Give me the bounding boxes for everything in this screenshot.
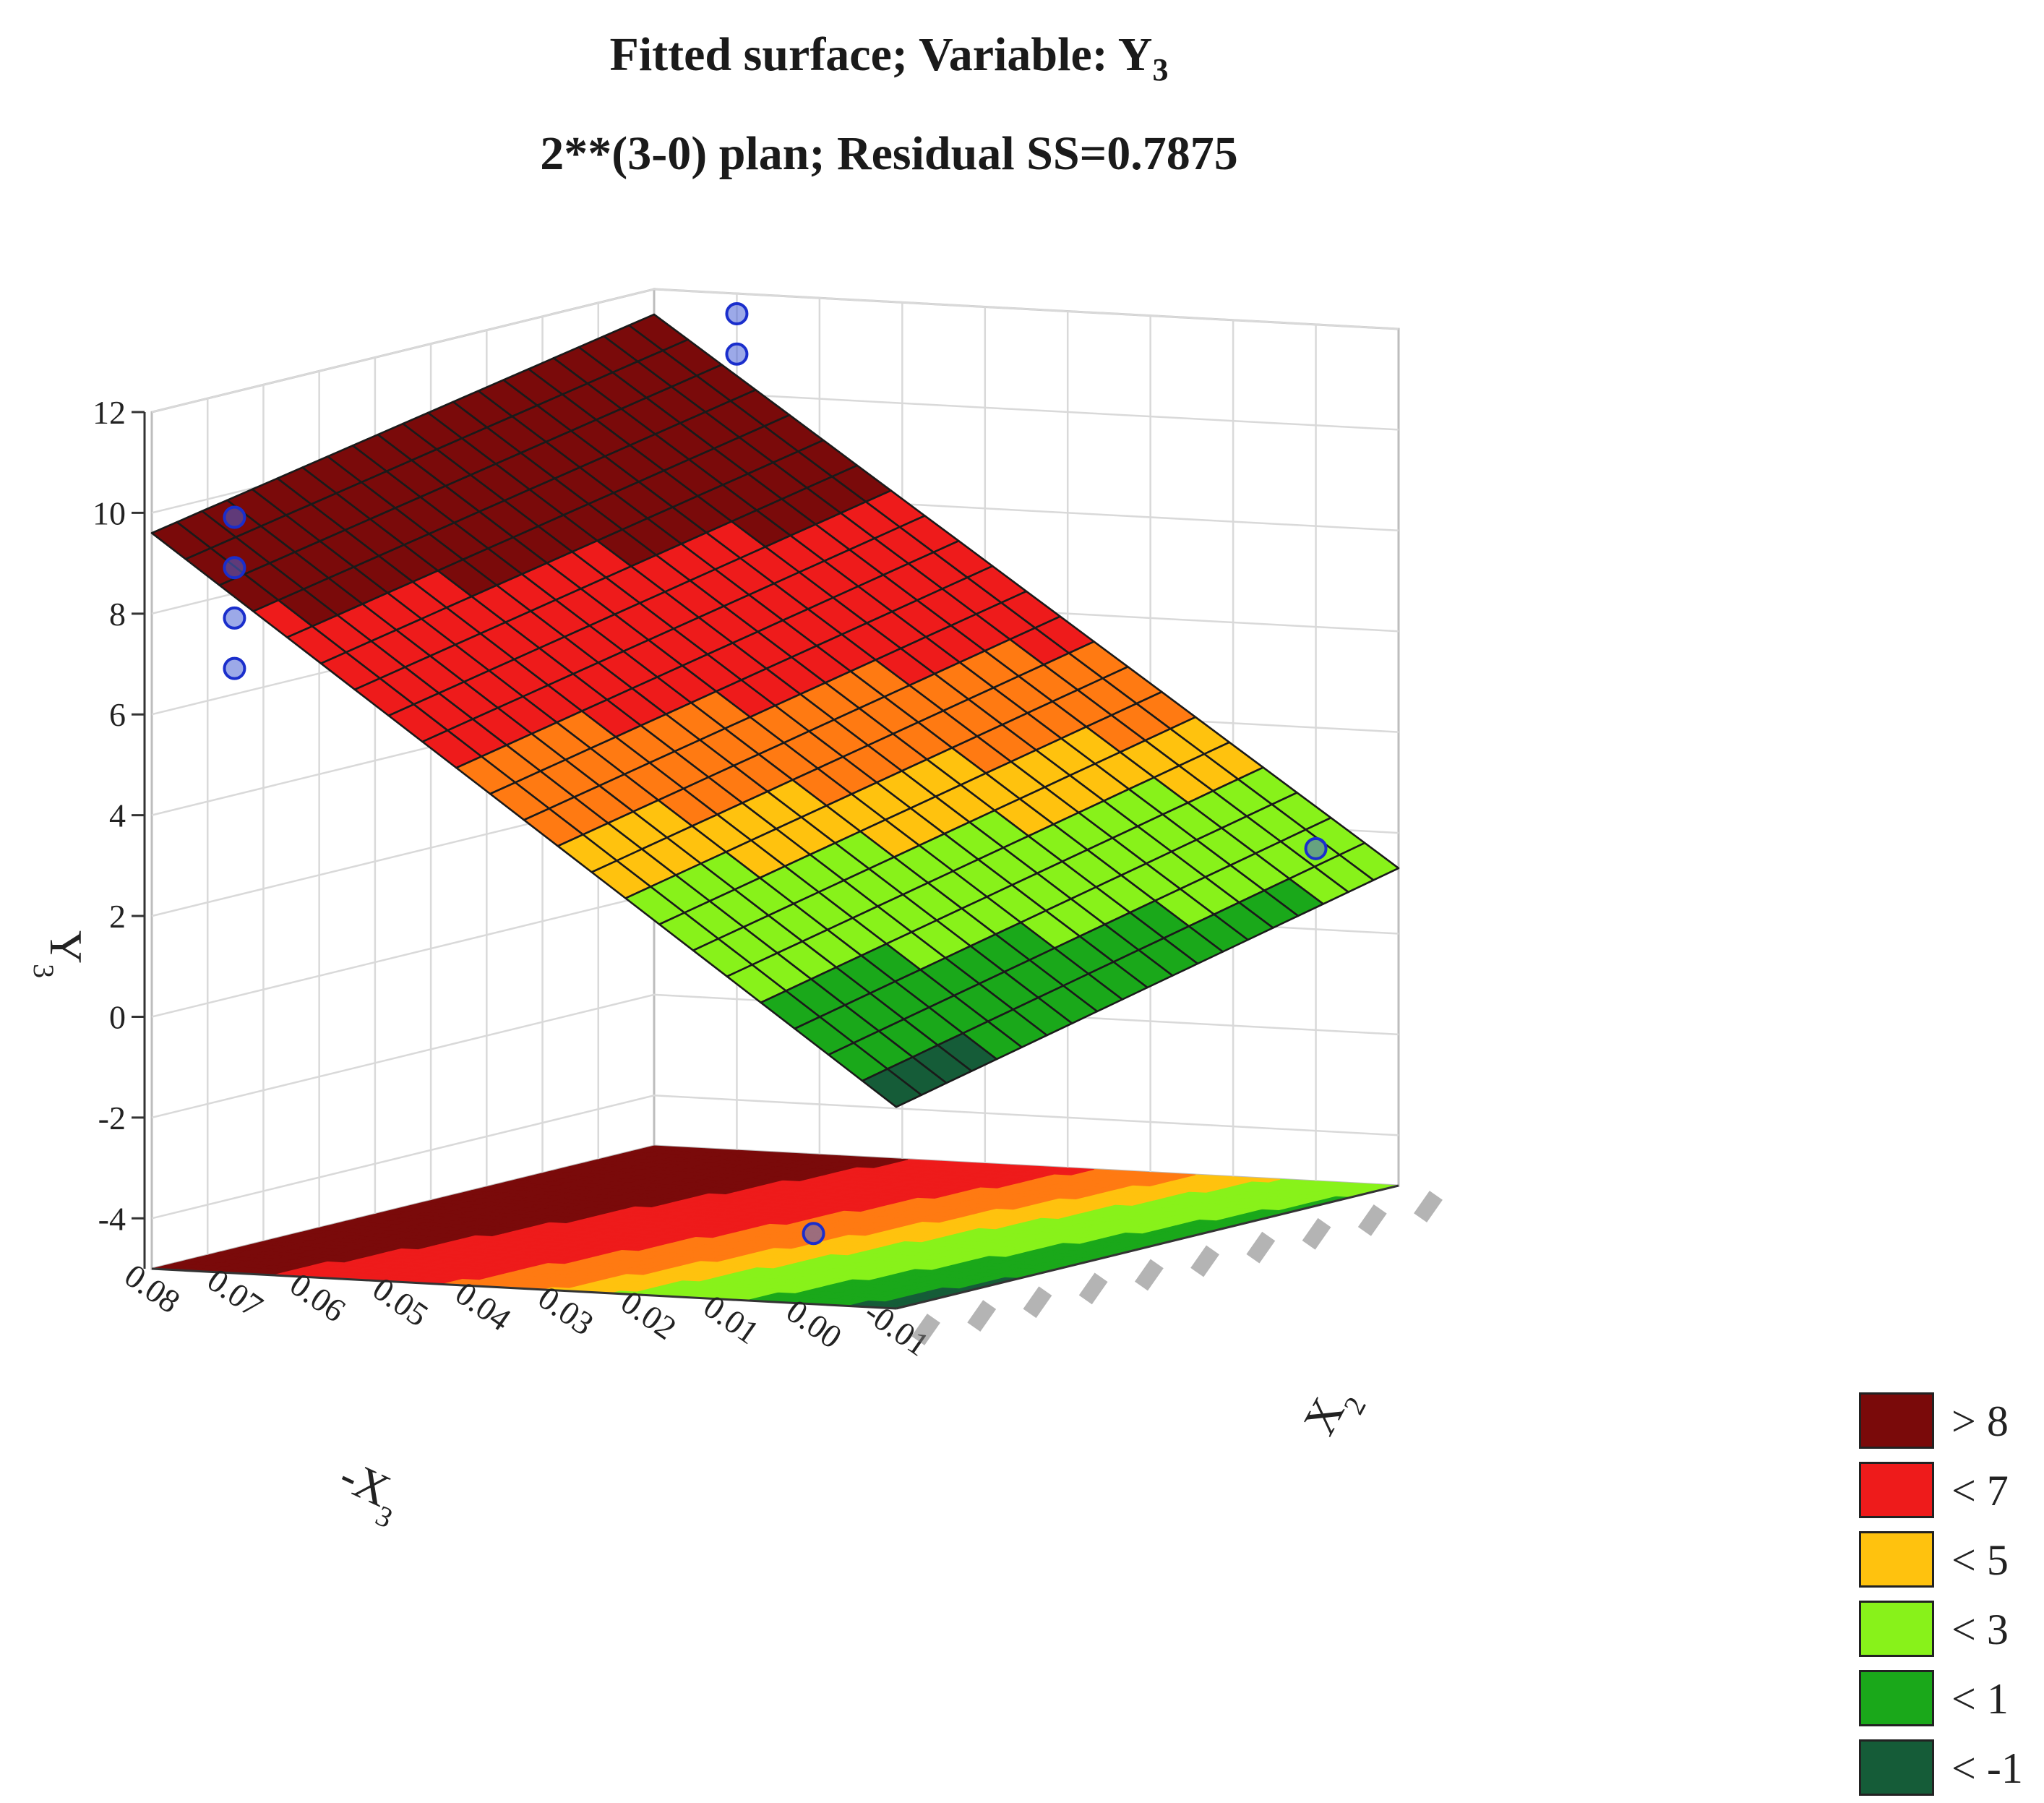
z-tick-label: 8	[109, 596, 126, 633]
right-axis-tick-mark	[967, 1300, 997, 1332]
contour-cell	[643, 1145, 671, 1150]
observed-point	[802, 1222, 825, 1246]
right-axis-tick-mark	[1078, 1272, 1108, 1305]
legend-label: < 3	[1951, 1606, 2009, 1653]
observed-point	[223, 656, 246, 680]
fitted-surface	[150, 313, 1400, 1108]
left-axis-line	[151, 1267, 897, 1310]
observed-points	[223, 301, 1328, 1246]
z-tick-label: 4	[109, 797, 126, 834]
right-axis-tick-mark	[1190, 1245, 1220, 1277]
title-text: Fitted surface; Variable: Y	[609, 28, 1153, 81]
observed-point	[725, 301, 749, 325]
right-axis-tick-mark	[1023, 1286, 1052, 1319]
z-axis-title: Y3	[28, 930, 93, 978]
legend-label: < -1	[1951, 1744, 2023, 1792]
z-tick-label: -2	[98, 1100, 126, 1136]
legend-swatch	[1859, 1601, 1934, 1657]
legend-swatch	[1859, 1670, 1934, 1726]
title-line-1: Fitted surface; Variable: Y3	[0, 13, 1778, 112]
z-tick-label: 12	[93, 394, 126, 431]
observed-point	[223, 556, 246, 580]
z-tick-label: -4	[98, 1200, 126, 1237]
right-axis-tick-mark	[1246, 1231, 1276, 1264]
z-tick-label: 6	[109, 696, 126, 733]
z-tick-label: 0	[109, 998, 126, 1035]
observed-point	[725, 342, 749, 366]
right-axis-line	[896, 1184, 1399, 1310]
legend-label: > 8	[1951, 1397, 2009, 1445]
legend-swatch	[1859, 1462, 1934, 1518]
title-subscript: 3	[1152, 52, 1169, 88]
legend-swatch	[1859, 1531, 1934, 1588]
z-axis-title-subscript: 3	[28, 964, 61, 978]
right-axis-title: X2	[1293, 1376, 1372, 1449]
legend-label: < 7	[1951, 1467, 2009, 1515]
contour-floor	[151, 1145, 1399, 1309]
observed-point	[223, 505, 246, 529]
legend-label: < 1	[1951, 1675, 2009, 1723]
observed-point	[223, 606, 246, 630]
legend-swatch	[1859, 1392, 1934, 1449]
right-axis-tick-mark	[911, 1314, 940, 1345]
left-axis-title: -X3	[327, 1449, 411, 1534]
z-axis-title-text: Y	[40, 930, 92, 964]
right-axis-tick-mark	[1357, 1204, 1387, 1236]
chart-title: Fitted surface; Variable: Y3 2**(3-0) pl…	[0, 13, 1778, 196]
z-tick-label: 10	[93, 494, 126, 531]
right-axis-tick-mark	[1302, 1217, 1331, 1250]
surface-plot: -4-2024681012-0.010.000.010.020.030.040.…	[28, 288, 1443, 1534]
right-axis-tick-mark	[1134, 1259, 1164, 1291]
chart-subtitle: 2**(3-0) plan; Residual SS=0.7875	[540, 127, 1238, 181]
observed-point	[1304, 836, 1328, 860]
legend-label: < 5	[1951, 1536, 2009, 1584]
surface-cell	[861, 1068, 923, 1108]
axes	[132, 411, 1399, 1310]
legend-swatch	[1859, 1739, 1934, 1796]
right-axis-tick-mark	[1414, 1191, 1443, 1222]
z-tick-label: 2	[109, 898, 126, 935]
